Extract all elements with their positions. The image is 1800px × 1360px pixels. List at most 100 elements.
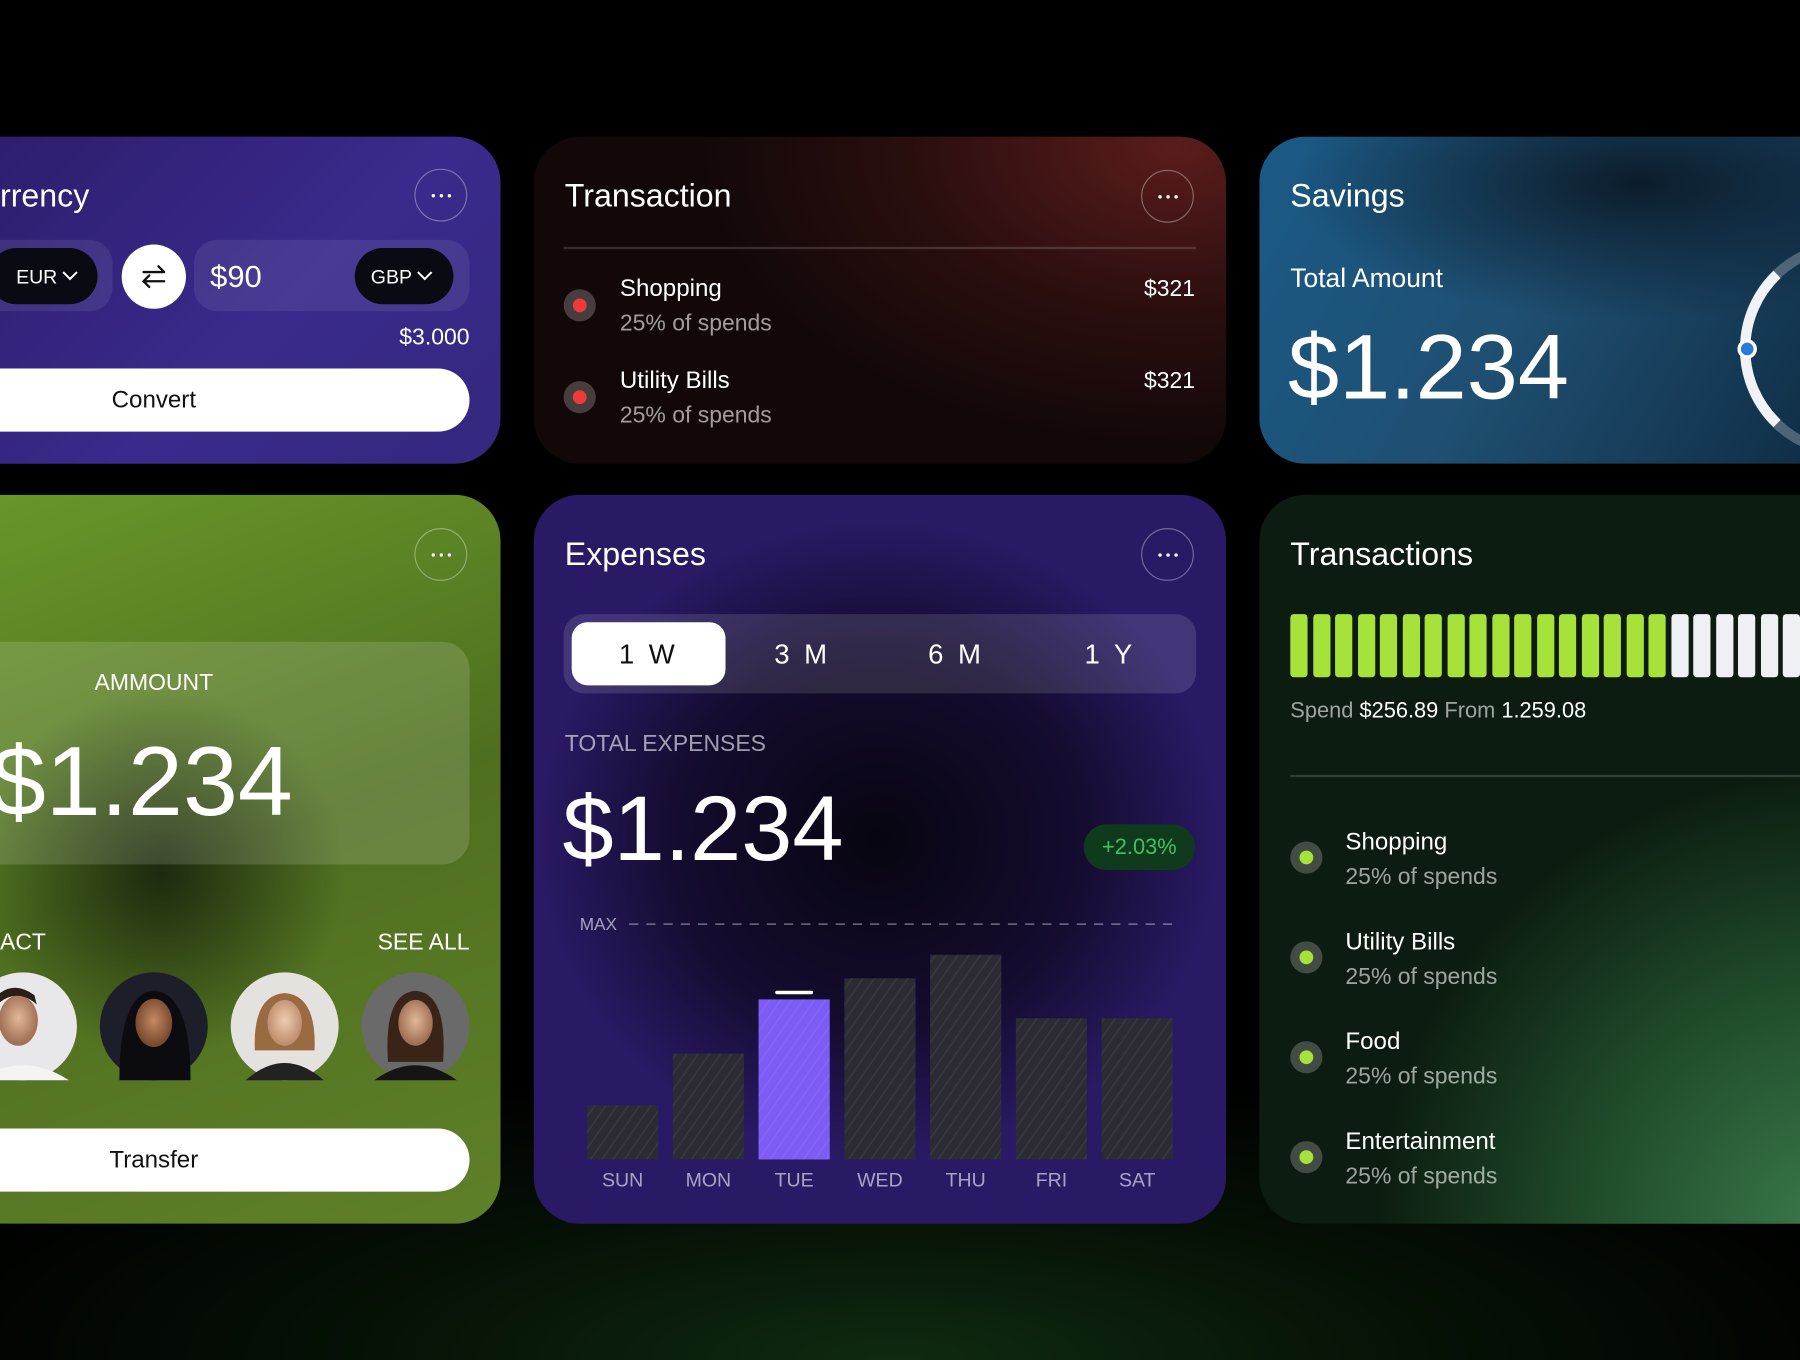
meter-segment xyxy=(1312,614,1330,678)
currency-code: GBP xyxy=(370,266,413,289)
bar-texture xyxy=(844,978,916,1160)
total-amount: $1.234 xyxy=(562,777,844,880)
item-subtitle: 25% of spends xyxy=(1345,964,1498,990)
status-dot xyxy=(572,298,587,313)
from-label: From xyxy=(1444,699,1496,724)
meter-segment xyxy=(1603,614,1621,678)
chevron xyxy=(417,271,433,281)
meter-segment xyxy=(1447,614,1465,678)
meter-segment xyxy=(1290,614,1308,678)
meter-segment xyxy=(1648,614,1666,678)
tab[interactable]: 3 M xyxy=(774,639,831,671)
currency-select[interactable] xyxy=(0,247,98,305)
x-tick-label: WED xyxy=(857,1169,902,1191)
more-button[interactable] xyxy=(414,168,468,222)
see-all-link[interactable]: SEE ALL xyxy=(377,929,470,956)
meter-segment xyxy=(1536,614,1554,678)
contacts xyxy=(0,972,470,1081)
bar-texture xyxy=(672,1053,744,1160)
meter-segment xyxy=(1491,614,1509,678)
more-button[interactable] xyxy=(414,528,468,581)
convert-button[interactable] xyxy=(0,368,470,432)
spend-summary: Spend $256.89 From 1.259.08 xyxy=(1290,700,1586,722)
savings-card xyxy=(1259,136,1800,464)
status-dot xyxy=(1299,1150,1314,1165)
avatar[interactable] xyxy=(0,972,77,1081)
meter-segment xyxy=(1357,614,1375,678)
status-dot xyxy=(1299,1050,1314,1065)
status-dot xyxy=(572,390,587,405)
item-amount: $321 xyxy=(1143,368,1196,394)
x-tick-label: FRI xyxy=(1036,1169,1067,1191)
more-button[interactable] xyxy=(1141,528,1194,581)
meter-segment xyxy=(1626,614,1644,678)
progress-ring xyxy=(1737,251,1800,447)
divider xyxy=(1290,774,1800,777)
avatar[interactable] xyxy=(99,972,208,1081)
meter-segment xyxy=(1469,614,1487,678)
section-label: ACT xyxy=(0,929,46,956)
swap-icon xyxy=(141,265,166,289)
x-tick-label: THU xyxy=(946,1169,986,1191)
item-name: Shopping xyxy=(1345,828,1448,856)
from-value: 1.259.08 xyxy=(1501,699,1587,724)
button-label: Convert xyxy=(111,386,197,414)
change-badge xyxy=(1083,824,1196,871)
x-tick-label: TUE xyxy=(775,1169,814,1191)
spend-label: Spend xyxy=(1290,699,1354,724)
x-tick-label: SUN xyxy=(602,1169,643,1191)
card-title: Transaction xyxy=(564,177,732,214)
item-name: Shopping xyxy=(619,275,722,302)
bar-texture xyxy=(587,1105,659,1160)
total-label: TOTAL EXPENSES xyxy=(564,731,766,757)
tab[interactable]: 6 M xyxy=(928,639,985,671)
amount: $1.234 xyxy=(0,726,293,837)
spend-value: $256.89 xyxy=(1359,699,1439,724)
item-name: Entertainment xyxy=(1345,1128,1496,1155)
item-subtitle: 25% of spends xyxy=(1345,864,1498,890)
bar-texture xyxy=(1101,1018,1173,1160)
currency-select[interactable] xyxy=(354,247,454,305)
item-name: Utility Bills xyxy=(1345,928,1456,956)
tab[interactable]: 1 W xyxy=(618,639,679,671)
balance: $3.000 xyxy=(399,324,470,351)
amount-box xyxy=(0,641,470,865)
meter-segment xyxy=(1581,614,1599,678)
meter-segment xyxy=(1514,614,1532,678)
item-subtitle: 25% of spends xyxy=(1345,1164,1498,1190)
label: Total Amount xyxy=(1290,262,1443,293)
swap-button[interactable] xyxy=(121,244,186,309)
meter-segment xyxy=(1424,614,1442,678)
max-label: MAX xyxy=(580,914,618,934)
amount-label: AMMOUNT xyxy=(94,670,214,696)
meter-segment xyxy=(1379,614,1398,678)
button-label: Transfer xyxy=(109,1146,199,1174)
divider xyxy=(563,246,1197,249)
x-tick-label: SAT xyxy=(1119,1169,1156,1191)
meter-segment xyxy=(1693,614,1711,678)
change-value: +2.03% xyxy=(1102,835,1177,860)
card-title: Transactions xyxy=(1290,536,1474,572)
more-button[interactable] xyxy=(1141,169,1194,223)
bar-texture xyxy=(930,954,1002,1160)
meter-segment xyxy=(1335,614,1353,678)
meter-segment xyxy=(1782,614,1800,678)
amount-input[interactable]: $90 xyxy=(210,259,262,294)
active-tab xyxy=(571,622,726,686)
card-title: Expenses xyxy=(564,536,706,572)
item-name: Food xyxy=(1345,1028,1401,1055)
tab[interactable]: 1 Y xyxy=(1084,639,1136,671)
bar-texture xyxy=(758,999,830,1160)
card-title: Savings xyxy=(1290,177,1405,214)
avatar[interactable] xyxy=(230,972,339,1081)
meter-segment xyxy=(1402,614,1420,678)
card-title: rrency xyxy=(0,177,90,214)
avatar[interactable] xyxy=(361,972,470,1081)
transfer-button[interactable] xyxy=(0,1128,470,1192)
currency-code: EUR xyxy=(16,266,58,289)
item-name: Utility Bills xyxy=(619,367,730,394)
bar-texture xyxy=(1015,1018,1088,1160)
meter-segment xyxy=(1558,614,1577,678)
